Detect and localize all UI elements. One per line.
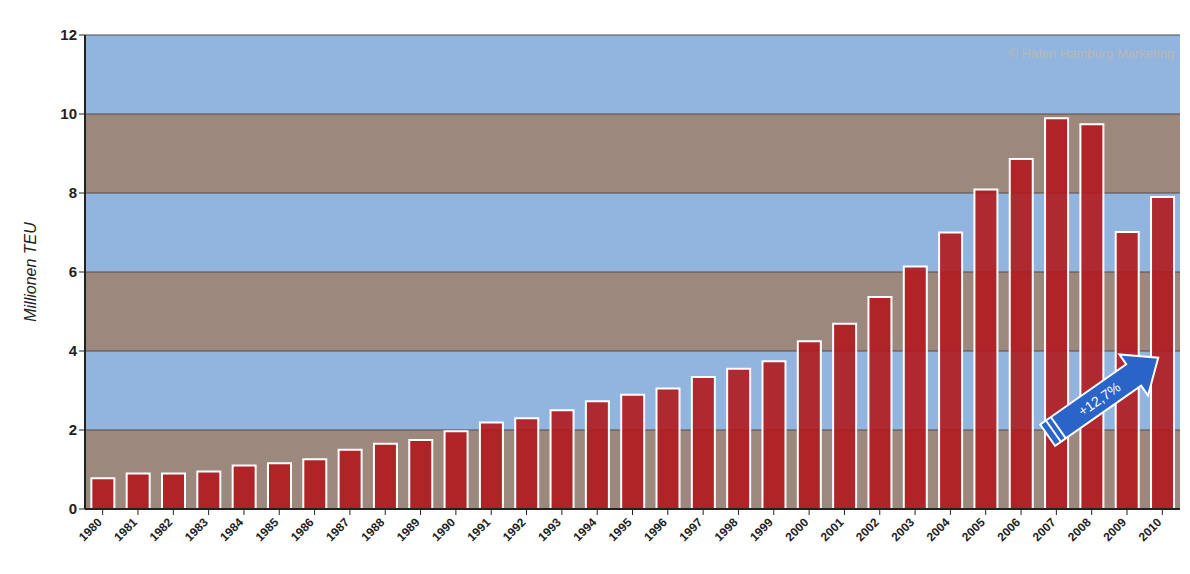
svg-text:1988: 1988 bbox=[359, 515, 388, 544]
svg-text:12: 12 bbox=[60, 26, 77, 43]
svg-text:2006: 2006 bbox=[994, 515, 1023, 544]
svg-text:2009: 2009 bbox=[1100, 515, 1129, 544]
svg-text:2004: 2004 bbox=[924, 515, 953, 544]
svg-text:10: 10 bbox=[60, 105, 77, 122]
svg-text:2: 2 bbox=[69, 421, 77, 438]
html-text:© Hafen Hamburg Marketing: © Hafen Hamburg Marketing bbox=[1008, 46, 1174, 61]
svg-text:1993: 1993 bbox=[535, 515, 564, 544]
svg-text:1992: 1992 bbox=[500, 515, 529, 544]
svg-text:2003: 2003 bbox=[888, 515, 917, 544]
svg-text:1987: 1987 bbox=[323, 515, 352, 544]
svg-text:1994: 1994 bbox=[571, 515, 600, 544]
svg-text:1980: 1980 bbox=[76, 515, 105, 544]
svg-text:2008: 2008 bbox=[1065, 515, 1094, 544]
svg-text:2000: 2000 bbox=[782, 515, 811, 544]
svg-text:1989: 1989 bbox=[394, 515, 423, 544]
svg-text:2002: 2002 bbox=[853, 515, 882, 544]
svg-text:8: 8 bbox=[69, 184, 77, 201]
svg-text:1991: 1991 bbox=[465, 515, 494, 544]
svg-text:1982: 1982 bbox=[147, 515, 176, 544]
svg-text:2010: 2010 bbox=[1136, 515, 1165, 544]
svg-text:2005: 2005 bbox=[959, 515, 988, 544]
svg-text:1986: 1986 bbox=[288, 515, 317, 544]
svg-text:1985: 1985 bbox=[253, 515, 282, 544]
svg-text:1995: 1995 bbox=[606, 515, 635, 544]
svg-text:0: 0 bbox=[69, 500, 77, 517]
svg-text:1998: 1998 bbox=[712, 515, 741, 544]
svg-text:+12,7%: +12,7% bbox=[1075, 379, 1123, 420]
svg-text:1983: 1983 bbox=[182, 515, 211, 544]
svg-text:1981: 1981 bbox=[111, 515, 140, 544]
svg-text:1990: 1990 bbox=[429, 515, 458, 544]
svg-text:Millionen TEU: Millionen TEU bbox=[22, 222, 39, 322]
svg-text:1996: 1996 bbox=[641, 515, 670, 544]
svg-text:1984: 1984 bbox=[217, 515, 246, 544]
svg-text:2007: 2007 bbox=[1030, 515, 1059, 544]
svg-text:4: 4 bbox=[69, 342, 78, 359]
svg-text:1999: 1999 bbox=[747, 515, 776, 544]
svg-text:2001: 2001 bbox=[818, 515, 847, 544]
svg-text:1997: 1997 bbox=[676, 515, 705, 544]
svg-text:6: 6 bbox=[69, 263, 77, 280]
